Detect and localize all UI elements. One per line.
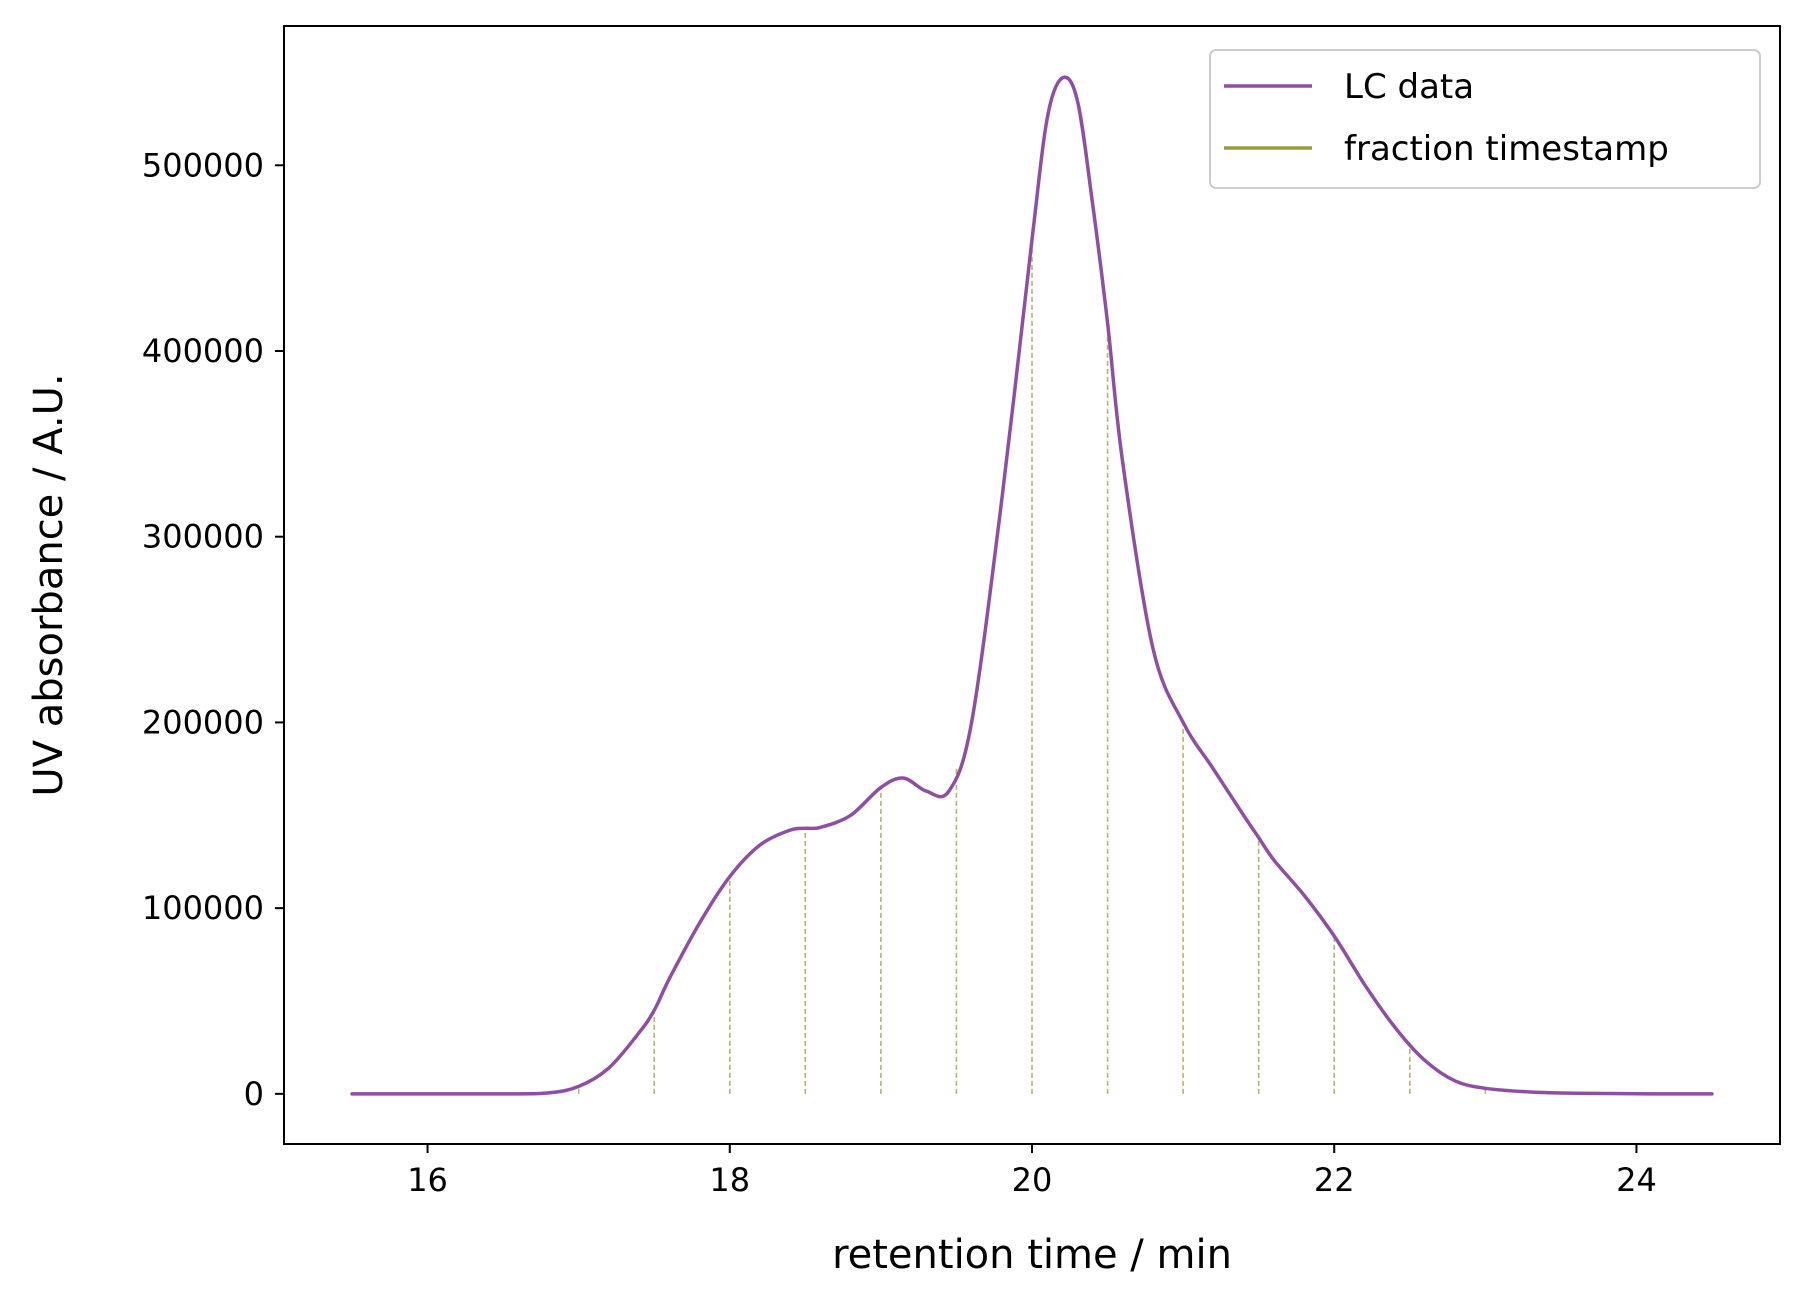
y-tick-label: 500000 (142, 146, 264, 184)
y-tick-label: 0 (244, 1075, 264, 1113)
x-tick-label: 16 (407, 1161, 448, 1199)
legend-frame (1209, 49, 1761, 189)
x-axis-ticks: 16 18 20 22 24 (407, 1144, 1657, 1199)
y-axis-ticks: 0 100000 200000 300000 400000 500000 (142, 146, 284, 1113)
lc-data-layer (350, 75, 1714, 1096)
x-tick-label: 18 (709, 1161, 750, 1199)
legend: LC data fraction timestamp (1209, 49, 1761, 189)
legend-label-fraction-timestamp: fraction timestamp (1344, 129, 1669, 169)
x-tick-label: 20 (1012, 1161, 1053, 1199)
y-tick-label: 300000 (142, 518, 264, 556)
y-tick-label: 400000 (142, 332, 264, 370)
y-tick-label: 200000 (142, 703, 264, 741)
fraction-lines (577, 239, 1487, 1094)
y-tick-label: 100000 (142, 889, 264, 927)
series-line-lc-data (350, 75, 1714, 1096)
y-axis-label: UV absorbance / A.U. (26, 373, 72, 796)
legend-label-lc-data: LC data (1344, 67, 1474, 107)
x-axis-label: retention time / min (832, 1232, 1232, 1278)
x-tick-label: 22 (1314, 1161, 1355, 1199)
x-tick-label: 24 (1616, 1161, 1657, 1199)
